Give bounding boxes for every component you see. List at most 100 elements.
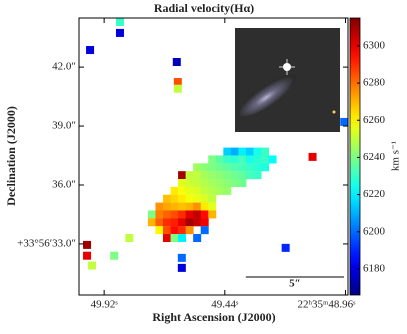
cell [245,171,254,180]
cell [162,226,171,235]
cell [223,179,232,188]
cell [88,261,97,270]
cell [215,179,224,188]
cell [170,202,179,211]
cell [230,163,239,172]
cell [155,226,164,235]
cell [193,171,202,180]
cell [238,155,247,164]
colorbar-label: km s⁻¹ [390,141,402,171]
cell [238,171,247,180]
cell [253,163,262,172]
cell [208,186,217,195]
x-axis-label: Right Ascension (J2000) [152,310,275,324]
cell [178,218,187,227]
cell [162,234,171,243]
cell [193,210,202,219]
cell [115,17,124,26]
cell [185,171,194,180]
colorbar-tick-label: 6200 [363,225,386,237]
cell [208,194,217,203]
cell [178,234,187,243]
cell [230,147,239,156]
cell [208,210,217,219]
cell [185,226,194,235]
cell [245,155,254,164]
cell [170,234,179,243]
cell [245,163,254,172]
x-tick-label: 22ʰ35ᵐ48.96ˢ [297,299,356,311]
cell [177,253,186,262]
cell [200,171,209,180]
cell [200,210,209,219]
cell [340,117,349,126]
x-tick-label: 49.44ˢ [211,299,239,311]
cell [281,243,290,252]
cell [147,210,156,219]
cell [223,147,232,156]
cell [178,226,187,235]
cell [230,179,239,188]
cell [208,163,217,172]
colorbar-tick-label: 6260 [363,114,386,126]
cell [185,218,194,227]
cell [170,218,179,227]
plot-frame [78,17,349,296]
cell [200,194,209,203]
cell [162,218,171,227]
cell [170,210,179,219]
cell [208,171,217,180]
cell [208,155,217,164]
cell [172,58,181,67]
scale-bar-label: 5″ [289,278,301,290]
cell [170,226,179,235]
cell [223,186,232,195]
cell [208,202,217,211]
cell [200,218,209,227]
colorbar-tick-label: 6300 [363,39,386,51]
cell [170,186,179,195]
cell [245,147,254,156]
cell [125,234,134,243]
cell [230,171,239,180]
cell [83,240,92,249]
cell [238,163,247,172]
cell [223,155,232,164]
x-tick-label: 49.92ˢ [91,299,119,311]
cell [83,251,92,260]
cell [200,226,209,235]
y-tick-label: 42.0″ [52,61,76,73]
cell [223,171,232,180]
colorbar-tick-label: 6240 [363,151,386,163]
cell [115,28,124,37]
cell [193,218,202,227]
cell [308,152,317,161]
cell [178,186,187,195]
cell [178,202,187,211]
y-tick-label: +33°56′33.0″ [17,237,76,249]
cell [178,194,187,203]
cell [185,210,194,219]
cell [162,202,171,211]
cell [193,179,202,188]
cell [185,202,194,211]
cell [178,171,187,180]
cell [173,78,182,87]
cell [215,186,224,195]
cell [200,163,209,172]
cell [261,155,270,164]
y-axis-label: Declination (J2000) [4,106,18,206]
chart-title: Radial velocity(Hα) [154,1,254,15]
colorbar-tick-label: 6180 [363,263,386,275]
cell [178,179,187,188]
cell [215,171,224,180]
y-tick-label: 36.0″ [52,179,76,191]
cell [253,171,262,180]
cell [193,163,202,172]
inset-image [235,28,340,132]
cell [177,263,186,272]
cell [208,179,217,188]
cell [155,210,164,219]
cell [185,179,194,188]
